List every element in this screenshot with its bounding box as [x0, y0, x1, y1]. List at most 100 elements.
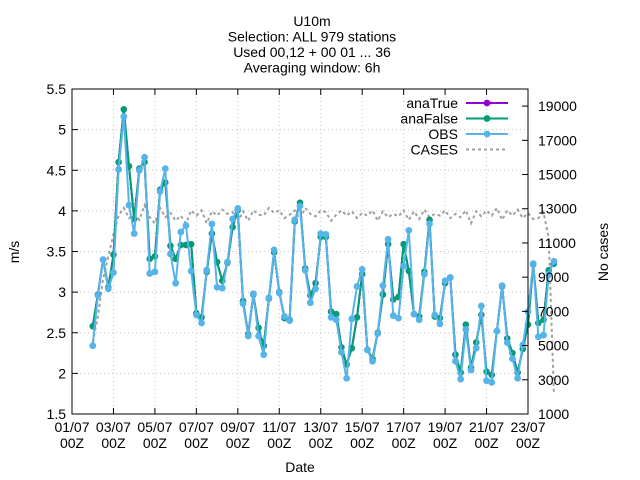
grid [71, 88, 529, 415]
point-anafalse [333, 310, 340, 318]
x-tick-label: 23/07 [510, 419, 545, 435]
x-tick-label: 00Z [350, 435, 375, 451]
x-tick-label: 00Z [433, 435, 458, 451]
point-obs [322, 231, 330, 238]
x-tick-label: 00Z [226, 435, 251, 451]
point-obs [187, 267, 195, 275]
point-obs [213, 283, 221, 291]
point-obs [462, 326, 470, 333]
point-obs [130, 230, 138, 238]
y-tick-label: 2.5 [47, 325, 67, 341]
point-obs [208, 220, 216, 228]
axes: 5.5 5 4.5 4 3.5 3 2.5 2 1.5 19000 17000 15000 13000 1… [6, 81, 611, 475]
point-obs [395, 314, 402, 322]
point-obs [218, 284, 226, 292]
x-tick-label: 05/07 [137, 419, 172, 435]
point-obs [338, 348, 345, 356]
y2-tick-label: 13000 [538, 201, 577, 217]
point-obs [234, 205, 242, 212]
point-anafalse [120, 106, 128, 113]
legend-marker-anafalse [483, 115, 491, 122]
point-obs [431, 311, 439, 319]
x-tick-label: 03/07 [96, 419, 131, 435]
point-obs [115, 166, 123, 173]
y-tick-label: 3.5 [47, 244, 67, 260]
x-tick-label: 15/07 [345, 419, 380, 435]
point-obs [161, 165, 169, 173]
y-tick-label: 4.5 [47, 162, 67, 178]
point-obs [509, 355, 516, 363]
point-obs [249, 290, 257, 298]
y-tick-label: 5 [58, 122, 66, 138]
y-tick-label: 3 [58, 284, 66, 300]
legend-marker-anatrue [483, 99, 491, 107]
point-obs [405, 226, 413, 234]
point-obs [415, 316, 423, 324]
point-obs [488, 378, 496, 386]
point-obs [498, 282, 506, 290]
x-tick-label: 00Z [309, 435, 334, 451]
point-obs [301, 266, 309, 274]
point-obs [270, 246, 278, 254]
point-obs [94, 291, 102, 299]
point-obs [332, 316, 340, 324]
point-obs [467, 366, 475, 374]
point-obs [420, 270, 428, 278]
title-line: Averaging window: 6h [244, 60, 381, 76]
point-obs [156, 187, 164, 195]
point-obs [436, 320, 444, 328]
point-obs [374, 330, 382, 337]
y-tick-label: 5.5 [47, 81, 67, 97]
point-obs [483, 377, 490, 385]
x-tick-label: 00Z [184, 435, 209, 451]
point-obs [203, 266, 211, 274]
series-line-obs [91, 116, 555, 384]
point-obs [177, 228, 185, 236]
point-obs [239, 300, 247, 307]
x-tick-label: 11/07 [262, 419, 296, 435]
y-axis-label: m/s [6, 241, 22, 264]
point-obs [452, 357, 459, 365]
point-obs [426, 220, 433, 228]
x-tick-label: 09/07 [220, 419, 255, 435]
x-tick-label: 00Z [474, 435, 499, 451]
series-area [89, 106, 558, 394]
y2-tick-label: 1000 [538, 406, 569, 422]
x-tick-label: 00Z [101, 435, 126, 451]
x-tick-label: 01/07 [54, 419, 89, 435]
point-obs [89, 342, 97, 350]
x-tick-label: 21/07 [469, 419, 504, 435]
x-tick-label: 17/07 [386, 419, 421, 435]
point-obs [312, 285, 319, 293]
point-obs [457, 375, 465, 383]
y2-tick-label: 7000 [538, 303, 569, 319]
point-obs [120, 113, 128, 121]
point-obs [477, 302, 485, 310]
x-tick-label: 00Z [143, 435, 168, 451]
title-line: Selection: ALL 979 stations [228, 29, 396, 45]
x-tick-label: 00Z [267, 435, 292, 451]
point-obs [343, 374, 351, 382]
y2-tick-label: 11000 [538, 235, 576, 251]
x-tick-label: 19/07 [428, 419, 463, 435]
legend-marker-obs [483, 130, 491, 138]
y-tick-label: 1.5 [47, 406, 67, 422]
point-obs [446, 274, 454, 281]
y2-axis-label: No cases [595, 223, 611, 281]
x-tick-label: 00Z [516, 435, 541, 451]
point-obs [224, 258, 231, 266]
point-obs [493, 327, 501, 335]
legend-label: anaFalse [400, 111, 458, 127]
point-obs [534, 333, 542, 341]
point-obs [540, 331, 547, 339]
point-obs [327, 313, 335, 321]
point-obs [260, 351, 268, 359]
y-tick-label: 2 [58, 365, 66, 381]
point-obs [125, 201, 133, 209]
point-obs [441, 277, 449, 285]
point-obs [306, 299, 314, 307]
legend-label: CASES [411, 142, 458, 158]
series-line-cases [91, 202, 555, 394]
